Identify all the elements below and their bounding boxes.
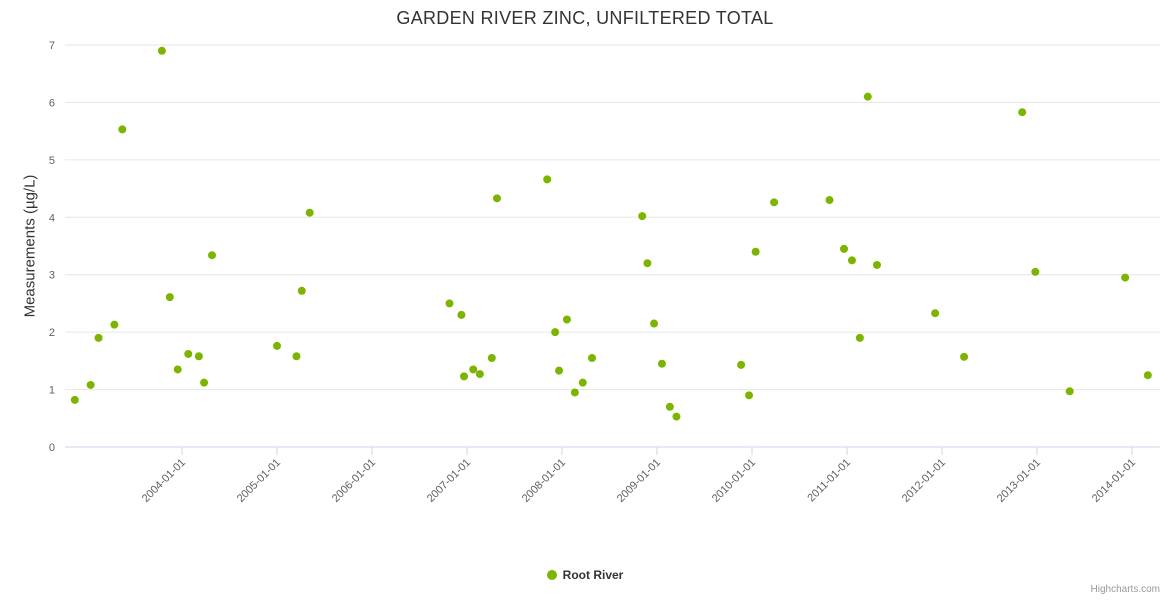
data-point[interactable]: Root River: 2007-02-20, 1.27 <box>475 370 484 379</box>
data-point[interactable]: Root River: 2011-03-20, 6.1 <box>863 92 872 101</box>
data-point[interactable]: Root River: 2011-01-20, 3.25 <box>847 256 856 265</box>
data-point[interactable]: Root River: 2009-12-20, 0.9 <box>745 391 754 400</box>
x-tick-label: 2011-01-01 <box>805 457 853 505</box>
y-tick-label: 4 <box>49 212 55 224</box>
data-point[interactable]: Root River: 2003-01-15, 1.08 <box>86 380 95 389</box>
credits-link[interactable]: Highcharts.com <box>1090 584 1160 595</box>
data-point[interactable]: Root River: 2008-02-20, 0.95 <box>570 388 579 397</box>
data-point[interactable]: Root River: 2011-04-25, 3.17 <box>872 260 881 269</box>
data-point[interactable]: Root River: 2003-12-15, 1.35 <box>173 365 182 374</box>
data-point[interactable]: Root River: 2013-05-05, 0.97 <box>1065 387 1074 396</box>
data-point[interactable]: Root River: 2005-05-05, 4.08 <box>305 208 314 217</box>
data-point[interactable]: Root River: 2004-03-25, 1.12 <box>200 378 209 387</box>
data-point[interactable]: Root River: 2003-10-15, 6.9 <box>157 46 166 55</box>
y-tick-label: 1 <box>49 385 55 397</box>
data-point[interactable]: Root River: 2009-02-20, 0.7 <box>665 402 674 411</box>
data-point[interactable]: Root River: 2003-02-15, 1.9 <box>94 333 103 342</box>
data-point[interactable]: Root River: 2008-11-05, 4.02 <box>638 212 647 221</box>
y-tick-label: 0 <box>49 442 55 454</box>
data-point[interactable]: Root River: 2005-01-01, 1.76 <box>273 341 281 350</box>
data-point[interactable]: Root River: 2005-04-05, 2.72 <box>297 286 306 295</box>
data-point[interactable]: Root River: 2006-12-20, 1.23 <box>460 372 469 381</box>
data-point[interactable]: Root River: 2009-01-20, 1.45 <box>657 359 666 368</box>
legend-label: Root River <box>562 568 624 582</box>
data-point[interactable]: Root River: 2011-02-20, 1.9 <box>855 333 864 342</box>
data-point[interactable]: Root River: 2012-12-25, 3.05 <box>1031 267 1040 276</box>
data-point[interactable]: Root River: 2013-12-05, 2.95 <box>1121 273 1130 282</box>
y-tick-label: 3 <box>49 270 55 282</box>
data-point[interactable]: Root River: 2009-03-15, 0.53 <box>672 412 681 421</box>
x-tick-label: 2012-01-01 <box>900 457 948 505</box>
data-point[interactable]: Root River: 2006-12-10, 2.3 <box>457 310 466 319</box>
data-point[interactable]: Root River: 2005-03-15, 1.58 <box>292 352 301 361</box>
x-tick-label: 2009-01-01 <box>615 457 663 505</box>
data-point[interactable]: Root River: 2006-10-25, 2.5 <box>445 299 454 308</box>
data-point[interactable]: Root River: 2003-05-15, 5.53 <box>118 125 127 134</box>
x-tick-label: 2013-01-01 <box>995 457 1043 505</box>
legend-item-root-river[interactable]: Root River <box>0 568 1170 582</box>
data-point[interactable]: Root River: 2002-11-15, 0.82 <box>70 395 79 404</box>
data-point[interactable]: Root River: 2011-12-05, 2.33 <box>931 309 940 318</box>
data-point[interactable]: Root River: 2004-03-05, 1.58 <box>194 352 203 361</box>
data-point[interactable]: Root River: 2012-11-05, 5.83 <box>1018 108 1027 117</box>
data-point[interactable]: Root River: 2003-04-15, 2.13 <box>110 320 119 329</box>
x-tick-label: 2005-01-01 <box>235 457 283 505</box>
data-point[interactable]: Root River: 2007-12-20, 1.33 <box>555 366 564 375</box>
y-tick-label: 6 <box>49 97 55 109</box>
data-point[interactable]: Root River: 2007-01-25, 1.35 <box>469 365 478 374</box>
plot-svg: 0 1 2 3 4 5 6 7 2004-01-01 2005-01-01 2006-01-01 20… <box>49 40 1160 505</box>
data-point[interactable]: Root River: 2008-11-25, 3.2 <box>643 259 652 268</box>
data-point[interactable]: Root River: 2010-10-25, 4.3 <box>825 196 834 205</box>
data-point[interactable]: Root River: 2010-03-25, 4.26 <box>770 198 779 207</box>
data-point[interactable]: Root River: 2007-12-05, 2 <box>551 328 560 337</box>
data-point[interactable]: Root River: 2008-01-20, 2.22 <box>562 315 571 324</box>
y-tick-label: 5 <box>49 155 55 167</box>
data-point[interactable]: Root River: 2007-04-05, 1.55 <box>487 353 496 362</box>
x-tick-label: 2007-01-01 <box>425 457 473 505</box>
data-point[interactable]: Root River: 2004-01-25, 1.62 <box>184 349 193 358</box>
y-tick-label: 7 <box>49 40 55 52</box>
x-tick-label: 2006-01-01 <box>330 457 378 505</box>
data-point[interactable]: Root River: 2014-03-01, 1.25 <box>1143 371 1152 380</box>
data-point[interactable]: Root River: 2010-12-20, 3.45 <box>840 244 849 253</box>
data-point[interactable]: Root River: 2004-04-25, 3.34 <box>207 251 216 260</box>
x-tick-label: 2014-01-01 <box>1090 457 1138 505</box>
data-point[interactable]: Root River: 2007-04-25, 4.33 <box>492 194 501 203</box>
x-tick-label: 2008-01-01 <box>520 457 568 505</box>
data-point[interactable]: Root River: 2010-01-15, 3.4 <box>751 247 760 256</box>
chart-title: GARDEN RIVER ZINC, UNFILTERED TOTAL <box>396 8 774 28</box>
data-point[interactable]: Root River: 2008-04-25, 1.55 <box>587 353 596 362</box>
data-point[interactable]: Root River: 2012-03-25, 1.57 <box>960 352 969 361</box>
data-point[interactable]: Root River: 2008-12-20, 2.15 <box>650 319 659 328</box>
y-tick-label: 2 <box>49 327 55 339</box>
data-point[interactable]: Root River: 2007-11-05, 4.66 <box>543 175 552 184</box>
legend-marker-icon <box>546 570 557 580</box>
data-point[interactable]: Root River: 2009-11-20, 1.43 <box>737 360 746 369</box>
data-point[interactable]: Root River: 2003-11-15, 2.61 <box>165 293 174 302</box>
x-tick-label: 2010-01-01 <box>710 457 758 505</box>
data-point[interactable]: Root River: 2008-03-20, 1.12 <box>578 378 587 387</box>
x-tick-label: 2004-01-01 <box>140 457 188 505</box>
